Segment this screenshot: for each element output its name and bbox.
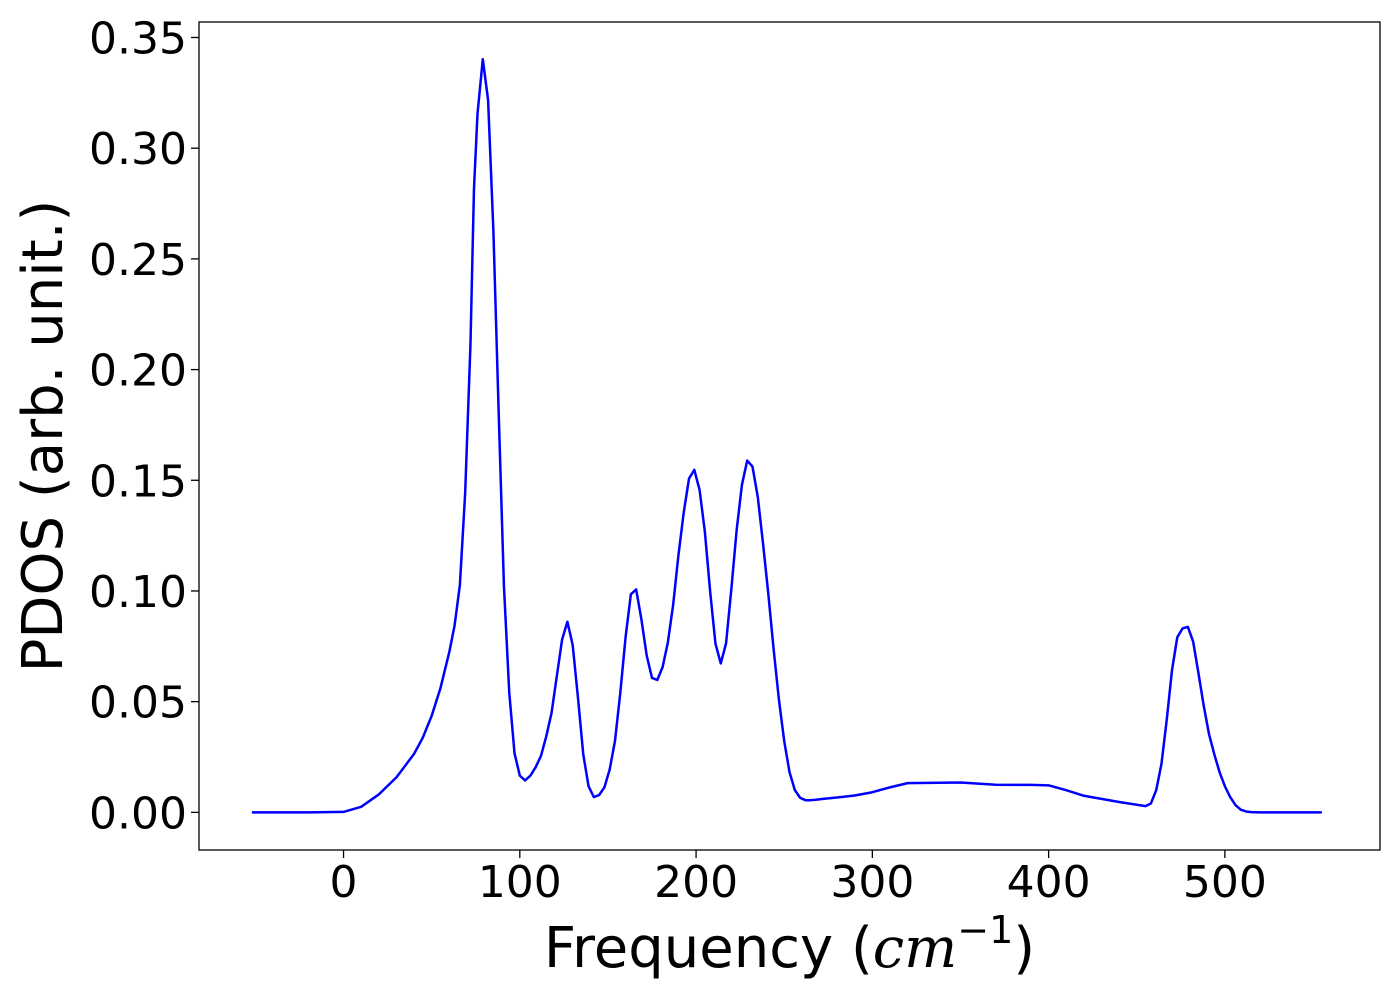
series-layer [251,57,1322,814]
x-axis-label: Frequency (cm−1) [544,908,1035,981]
x-tick-label: 0 [330,857,358,908]
y-tick-label: 0.05 [89,678,187,729]
y-axis-label: PDOS (arb. unit.) [11,200,76,673]
x-axis-label-unit: cm [873,916,957,981]
x-axis: 0 100 200 300 400 500 [330,850,1267,908]
x-axis-label-prefix: Frequency ( [544,916,873,981]
x-axis-label-suffix: ) [1013,916,1035,981]
y-tick-label: 0.25 [89,235,187,286]
x-tick-label: 300 [830,857,914,908]
x-tick-label: 100 [478,857,562,908]
pdos-series-line [251,57,1322,814]
x-axis-label-exponent: −1 [957,908,1013,952]
y-axis: 0.00 0.05 0.10 0.15 0.20 0.25 0.30 0.35 [89,13,199,839]
y-tick-label: 0.15 [89,456,187,507]
y-tick-label: 0.30 [89,124,187,175]
plot-frame [198,21,1381,851]
y-tick-label: 0.10 [89,567,187,618]
y-tick-label: 0.35 [89,13,187,64]
x-tick-label: 400 [1007,857,1091,908]
x-tick-label: 200 [654,857,738,908]
x-tick-label: 500 [1183,857,1267,908]
y-tick-label: 0.00 [89,788,187,839]
y-tick-label: 0.20 [89,346,187,397]
